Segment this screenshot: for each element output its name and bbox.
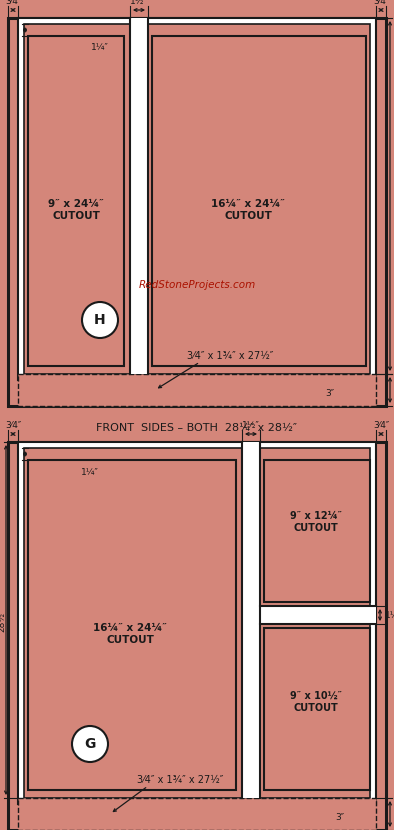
- Text: 3″: 3″: [325, 388, 335, 398]
- Text: 9″ x 10½″
CUTOUT: 9″ x 10½″ CUTOUT: [290, 691, 342, 713]
- Text: 9″ x 24¼″
CUTOUT: 9″ x 24¼″ CUTOUT: [48, 199, 104, 221]
- Bar: [8, 442, 386, 830]
- Bar: [18, 374, 376, 406]
- Text: 1¼″: 1¼″: [81, 467, 99, 476]
- Bar: [264, 628, 370, 790]
- Text: 28½″: 28½″: [0, 608, 6, 632]
- Bar: [264, 460, 370, 602]
- Text: 16¼″ x 24¼″
CUTOUT: 16¼″ x 24¼″ CUTOUT: [211, 199, 285, 221]
- Bar: [28, 460, 236, 790]
- Text: 3⁄4″ x 1¾″ x 27½″: 3⁄4″ x 1¾″ x 27½″: [187, 351, 273, 361]
- Text: 9″ x 12¼″
CUTOUT: 9″ x 12¼″ CUTOUT: [290, 511, 342, 533]
- Text: 3⁄4″: 3⁄4″: [373, 0, 389, 6]
- Text: 28½″: 28½″: [392, 184, 394, 208]
- Bar: [18, 18, 376, 380]
- Text: 1½″: 1½″: [385, 611, 394, 619]
- Text: 3″: 3″: [335, 813, 345, 822]
- Bar: [28, 36, 124, 366]
- Bar: [24, 24, 370, 374]
- Text: 3⁄4″: 3⁄4″: [5, 0, 21, 6]
- Text: 1½″: 1½″: [242, 421, 260, 430]
- Bar: [24, 448, 370, 798]
- Text: 3⁄4″: 3⁄4″: [5, 421, 21, 430]
- Bar: [260, 606, 376, 624]
- Bar: [8, 18, 386, 406]
- Text: 16¼″ x 24¼″
CUTOUT: 16¼″ x 24¼″ CUTOUT: [93, 623, 167, 645]
- Text: G: G: [84, 737, 96, 751]
- Bar: [130, 18, 148, 374]
- Ellipse shape: [82, 302, 118, 338]
- Bar: [18, 442, 376, 804]
- Text: 1¼″: 1¼″: [91, 43, 109, 52]
- Bar: [152, 36, 366, 366]
- Text: 3⁄4″: 3⁄4″: [373, 421, 389, 430]
- Bar: [242, 442, 260, 798]
- Bar: [18, 798, 376, 830]
- Ellipse shape: [72, 726, 108, 762]
- Text: FRONT  SIDES – BOTH  28¼″ x 28½″: FRONT SIDES – BOTH 28¼″ x 28½″: [97, 423, 297, 433]
- Text: 3⁄4″ x 1¾″ x 27½″: 3⁄4″ x 1¾″ x 27½″: [137, 775, 223, 785]
- Text: 1½″: 1½″: [130, 0, 148, 6]
- Text: H: H: [94, 313, 106, 327]
- Text: RedStoneProjects.com: RedStoneProjects.com: [138, 280, 256, 290]
